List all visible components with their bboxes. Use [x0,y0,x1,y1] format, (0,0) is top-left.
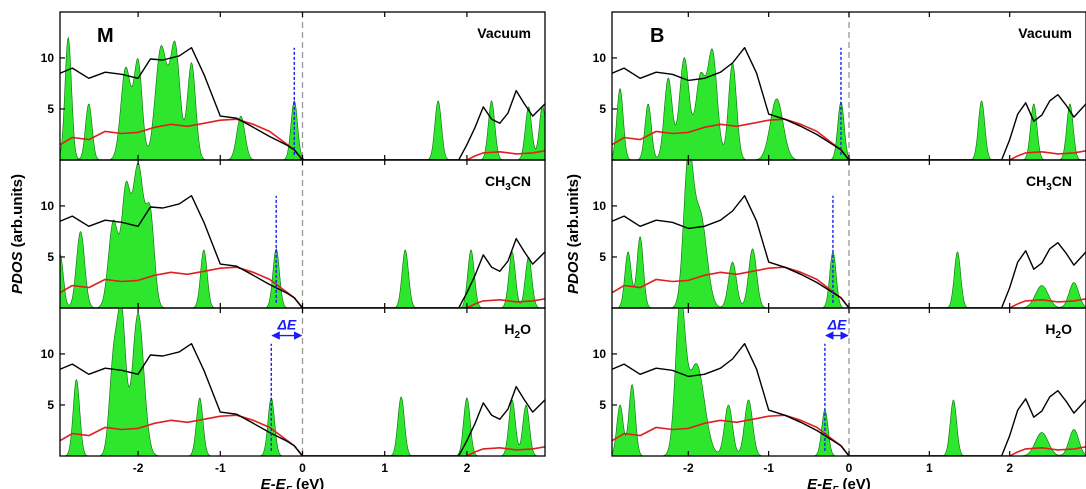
y-tick-label: 5 [599,398,606,412]
environment-label: H2O [504,321,531,341]
subplot-1: 5 10 Vacuum [593,11,1086,161]
plot-area [612,12,1086,160]
x-tick-label: -2 [133,461,144,475]
red-pdos-curve [60,414,545,456]
panel-letter: M [97,25,114,47]
subplot-3: ΔE 5 10 H2O [41,307,546,457]
y-tick-label: 10 [593,199,607,213]
x-tick-label: 1 [926,461,933,475]
green-pdos-area [60,308,545,456]
red-pdos-curve [612,414,1086,456]
y-axis-label: PDOS (arb.units) [565,174,582,294]
y-tick-label: 10 [593,51,607,65]
x-tick-label: 1 [381,461,388,475]
plot-area [612,308,1086,456]
x-axis-label: E-EF (eV) [261,476,325,489]
panel-B: 5 10 Vacuum 5 10 CH3CN ΔE 5 10 H2O -2 -1 0 1 2 E-EF (eV… [565,11,1086,489]
y-tick-label: 5 [47,398,54,412]
black-pdos-curve [612,343,1086,456]
plot-area [612,160,1086,308]
subplot-3: ΔE 5 10 H2O [593,307,1086,457]
green-pdos-area [612,160,1086,308]
y-tick-label: 10 [41,347,55,361]
x-tick-label: -2 [683,461,694,475]
panel-letter: B [650,25,664,47]
plot-area [60,12,545,160]
y-tick-label: 10 [41,199,55,213]
green-pdos-area [60,162,545,308]
environment-label: Vacuum [1018,25,1072,41]
y-tick-label: 5 [599,250,606,264]
subplot-2: 5 10 CH3CN [593,159,1086,309]
black-pdos-curve [60,195,545,308]
subplot-1: 5 10 Vacuum [41,11,546,161]
x-tick-label: 0 [846,461,853,475]
y-tick-label: 5 [47,102,54,116]
environment-label: CH3CN [485,173,531,193]
red-pdos-curve [612,266,1086,308]
x-tick-label: 2 [464,461,471,475]
x-tick-label: -1 [215,461,226,475]
environment-label: Vacuum [477,25,531,41]
red-pdos-curve [60,266,545,308]
y-tick-label: 5 [599,102,606,116]
x-tick-label: 0 [299,461,306,475]
delta-e-label: ΔE [827,317,847,333]
x-axis-label: E-EF (eV) [807,476,871,489]
panel-M: 5 10 Vacuum 5 10 CH3CN ΔE 5 10 H2O -2 -1 0 1 2 E-EF (eV… [9,11,546,489]
red-pdos-curve [612,118,1086,160]
black-pdos-curve [612,195,1086,308]
y-tick-label: 10 [593,347,607,361]
black-pdos-curve [612,47,1086,160]
y-axis-label: PDOS (arb.units) [9,174,26,294]
y-tick-label: 5 [47,250,54,264]
red-pdos-curve [60,118,545,160]
environment-label: H2O [1045,321,1072,341]
plot-area [60,308,545,456]
delta-e-label: ΔE [277,317,297,333]
x-tick-label: -1 [763,461,774,475]
x-tick-label: 2 [1006,461,1013,475]
subplot-2: 5 10 CH3CN [41,159,546,309]
black-pdos-curve [60,47,545,160]
environment-label: CH3CN [1026,173,1072,193]
green-pdos-area [612,308,1086,456]
black-pdos-curve [60,343,545,456]
y-tick-label: 10 [41,51,55,65]
plot-area [60,160,545,308]
